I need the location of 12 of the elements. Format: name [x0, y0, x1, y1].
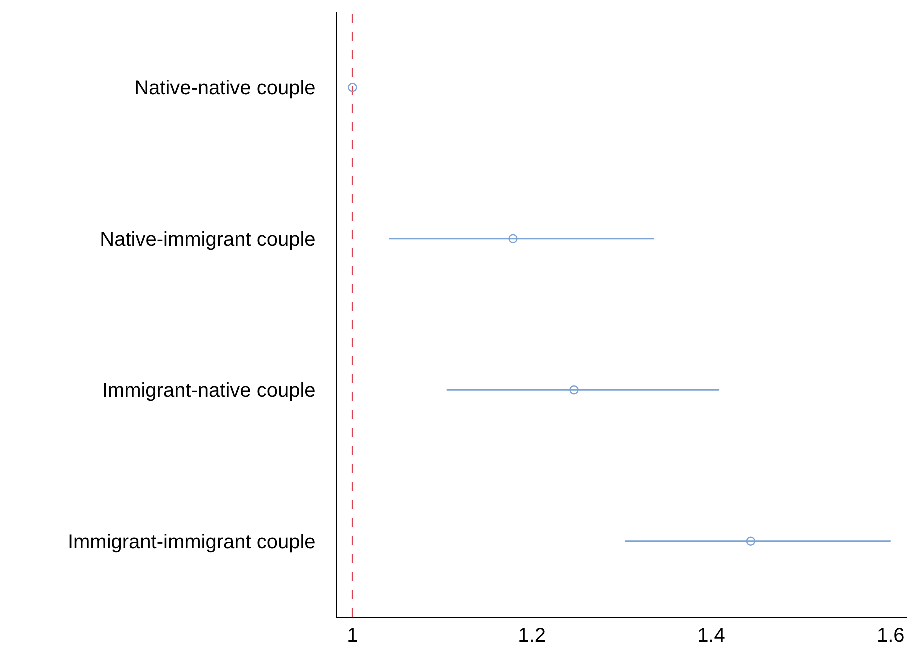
point	[508, 234, 518, 244]
point	[746, 536, 756, 546]
y-tick-label: Immigrant-native couple	[102, 380, 316, 402]
y-tick-label: Native-native couple	[134, 78, 316, 100]
point	[570, 386, 579, 395]
x-tick-label: 1.2	[518, 625, 546, 648]
y-tick-label: Native-immigrant couple	[100, 228, 316, 251]
x-tick-label: 1.6	[876, 625, 905, 648]
x-tick-label: 1	[347, 625, 358, 648]
x-tick-label: 1.4	[698, 625, 726, 648]
point	[348, 83, 358, 92]
y-tick-label: Immigrant-immigrant couple	[68, 531, 316, 554]
